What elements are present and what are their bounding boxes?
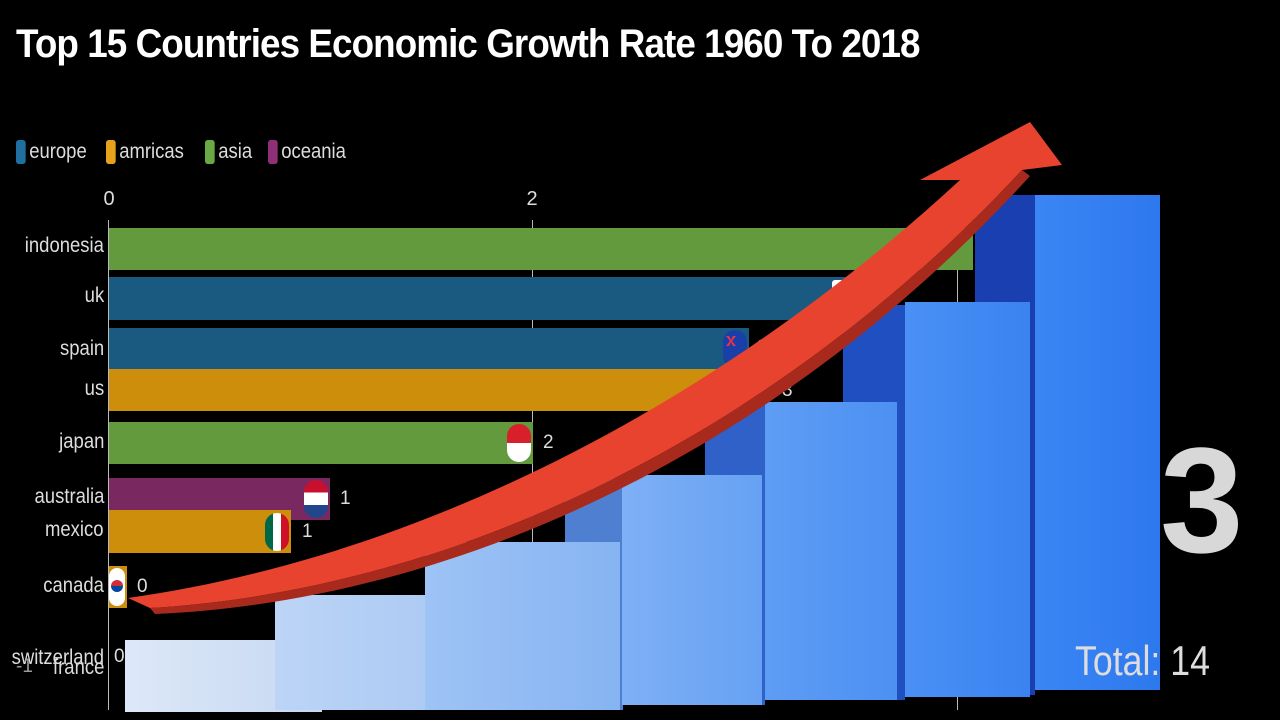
- bar-label-france: france: [52, 656, 104, 679]
- gridline-4: [957, 220, 958, 710]
- bar-uk: [109, 277, 849, 320]
- flag-icon-australia: [723, 330, 747, 368]
- bar-us: [109, 369, 724, 411]
- legend-label: oceania: [281, 140, 347, 163]
- flag-icon-indonesia: [507, 424, 531, 462]
- bar-japan: [109, 422, 533, 464]
- bar-value-switzerland: 0: [114, 646, 125, 667]
- flag-icon-uk: [832, 280, 844, 300]
- total-counter: Total: 14: [1075, 637, 1210, 684]
- bar-label-uk: uk: [84, 284, 104, 307]
- gridline-0: [108, 220, 109, 710]
- legend-label: europe: [29, 140, 87, 163]
- legend-swatch-amricas: [106, 140, 117, 164]
- bar-label-switzerland: switzerland: [11, 646, 104, 669]
- legend-swatch-europe: [16, 140, 26, 164]
- bar-value-mexico: 1: [302, 521, 313, 542]
- bar-spain: [109, 328, 749, 369]
- x-tick-0: 0: [103, 188, 115, 210]
- bar-label-mexico: mexico: [45, 518, 104, 541]
- legend: europe amricas asia oceania: [16, 140, 357, 164]
- legend-item-asia: asia: [204, 140, 253, 164]
- flag-icon-south-korea: [109, 568, 125, 606]
- legend-item-europe: europe: [16, 140, 87, 164]
- bar-value-canada: 0: [137, 576, 148, 597]
- bar-label-indonesia: indonesia: [24, 234, 104, 257]
- legend-label: amricas: [119, 140, 185, 163]
- x-tick-2: 2: [526, 188, 538, 210]
- bar-label-japan: japan: [58, 430, 104, 453]
- bar-label-us: us: [84, 377, 104, 400]
- bar-indonesia: [109, 228, 973, 270]
- chart-title: Top 15 Countries Economic Growth Rate 19…: [16, 22, 920, 66]
- bar-label-spain: spain: [59, 337, 104, 360]
- bar-value-us: 3: [782, 380, 793, 401]
- year-counter: 3: [1160, 416, 1244, 584]
- bar-label-canada: canada: [43, 574, 104, 597]
- legend-swatch-asia: [204, 140, 215, 164]
- legend-swatch-oceania: [268, 140, 279, 164]
- bar-value-france: -1: [16, 656, 33, 677]
- flag-icon-netherlands: [304, 480, 328, 518]
- legend-label: asia: [218, 140, 253, 163]
- bar-value-australia: 1: [340, 488, 351, 509]
- bar-label-australia: australia: [34, 485, 104, 508]
- bar-mexico: [109, 510, 291, 553]
- legend-item-oceania: oceania: [268, 140, 346, 164]
- bar-value-japan: 2: [543, 432, 554, 453]
- flag-icon-mexico: [265, 513, 289, 551]
- bar-value-spain: 3: [757, 337, 768, 358]
- legend-item-amricas: amricas: [106, 140, 184, 164]
